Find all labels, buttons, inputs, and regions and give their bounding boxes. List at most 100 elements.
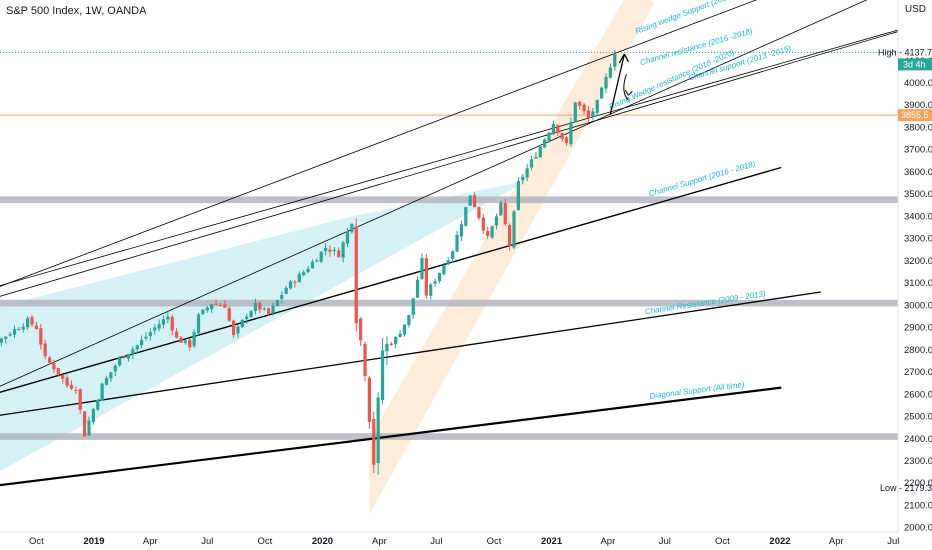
candle[interactable] bbox=[446, 257, 450, 266]
candle[interactable] bbox=[363, 341, 367, 382]
candle[interactable] bbox=[262, 306, 266, 312]
candle[interactable] bbox=[139, 335, 144, 349]
candle[interactable] bbox=[253, 298, 258, 315]
candle[interactable] bbox=[21, 323, 25, 333]
candle[interactable] bbox=[323, 243, 328, 256]
candle[interactable] bbox=[464, 207, 468, 227]
candle[interactable] bbox=[280, 291, 284, 304]
candle[interactable] bbox=[547, 131, 551, 143]
candle[interactable] bbox=[433, 278, 437, 287]
candle[interactable] bbox=[39, 323, 43, 350]
candle[interactable] bbox=[389, 341, 393, 346]
trendline-5[interactable] bbox=[0, 291, 821, 421]
candle[interactable] bbox=[595, 99, 599, 117]
candle[interactable] bbox=[508, 223, 512, 251]
candle[interactable] bbox=[61, 374, 65, 384]
candle[interactable] bbox=[337, 247, 341, 258]
candle[interactable] bbox=[407, 314, 411, 328]
candle[interactable] bbox=[468, 195, 472, 206]
candle[interactable] bbox=[52, 359, 56, 374]
candle[interactable] bbox=[543, 138, 547, 149]
candle[interactable] bbox=[249, 309, 253, 318]
candle[interactable] bbox=[591, 107, 595, 121]
candle[interactable] bbox=[525, 164, 529, 182]
candle[interactable] bbox=[210, 303, 214, 313]
candle[interactable] bbox=[271, 302, 275, 316]
candle[interactable] bbox=[30, 314, 34, 327]
candle[interactable] bbox=[512, 209, 516, 250]
candle[interactable] bbox=[385, 336, 389, 366]
price-axis[interactable]: 2000.0 2100.0 2200.0 2300.0 2400.0 2500.0 2600… bbox=[904, 0, 932, 534]
candle[interactable] bbox=[613, 50, 617, 71]
candle[interactable] bbox=[560, 132, 564, 142]
candle[interactable] bbox=[148, 328, 152, 341]
candle[interactable] bbox=[354, 218, 358, 332]
candle[interactable] bbox=[161, 315, 166, 329]
candle[interactable] bbox=[372, 411, 376, 474]
candle[interactable] bbox=[91, 407, 95, 425]
candle[interactable] bbox=[359, 317, 363, 347]
candle[interactable] bbox=[223, 300, 227, 308]
candle[interactable] bbox=[481, 214, 485, 234]
candle[interactable] bbox=[96, 398, 100, 412]
candle[interactable] bbox=[214, 299, 218, 306]
candle[interactable] bbox=[394, 335, 398, 348]
candle[interactable] bbox=[302, 269, 306, 277]
candle[interactable] bbox=[275, 299, 279, 307]
candle[interactable] bbox=[578, 100, 582, 110]
time-axis[interactable]: Oct 2019 Apr Jul Oct 2020 Apr Jul Oct 2021 Apr Jul O… bbox=[29, 536, 899, 547]
trendline-3[interactable] bbox=[0, 0, 900, 403]
candle[interactable] bbox=[8, 332, 12, 337]
candle[interactable] bbox=[402, 324, 407, 337]
candle[interactable] bbox=[455, 230, 459, 253]
candle[interactable] bbox=[104, 375, 109, 386]
candle[interactable] bbox=[420, 253, 424, 281]
candle[interactable] bbox=[503, 199, 507, 226]
trendline-0[interactable] bbox=[0, 0, 900, 301]
candle[interactable] bbox=[109, 372, 113, 382]
candle[interactable] bbox=[231, 319, 236, 339]
candle[interactable] bbox=[43, 339, 47, 360]
candle[interactable] bbox=[83, 411, 87, 437]
trendline-4[interactable] bbox=[0, 166, 782, 403]
candle[interactable] bbox=[0, 337, 3, 347]
candle[interactable] bbox=[267, 307, 271, 316]
candle[interactable] bbox=[472, 192, 477, 208]
candle[interactable] bbox=[87, 416, 91, 437]
candle[interactable] bbox=[604, 73, 608, 94]
candle[interactable] bbox=[297, 271, 301, 283]
candle[interactable] bbox=[398, 329, 402, 338]
candle[interactable] bbox=[582, 102, 586, 115]
candle[interactable] bbox=[477, 206, 481, 221]
candle[interactable] bbox=[56, 367, 60, 377]
candle[interactable] bbox=[345, 227, 350, 247]
candle[interactable] bbox=[12, 325, 17, 338]
candle[interactable] bbox=[442, 262, 446, 276]
candle[interactable] bbox=[69, 380, 74, 391]
trendline-1[interactable] bbox=[0, 29, 900, 296]
candle[interactable] bbox=[26, 315, 30, 330]
candle[interactable] bbox=[236, 324, 240, 339]
candle[interactable] bbox=[332, 246, 336, 256]
candle[interactable] bbox=[306, 265, 310, 274]
candle[interactable] bbox=[258, 301, 262, 314]
candle[interactable] bbox=[166, 312, 170, 323]
candle[interactable] bbox=[126, 353, 131, 362]
candle[interactable] bbox=[118, 356, 122, 368]
candle[interactable] bbox=[179, 336, 183, 343]
candle[interactable] bbox=[415, 276, 420, 299]
candle[interactable] bbox=[65, 374, 69, 389]
candle[interactable] bbox=[608, 63, 612, 79]
candle[interactable] bbox=[17, 326, 21, 331]
candle[interactable] bbox=[451, 250, 455, 263]
candle[interactable] bbox=[556, 124, 560, 137]
trendline-6[interactable] bbox=[0, 386, 782, 490]
candle[interactable] bbox=[310, 259, 315, 269]
candle[interactable] bbox=[205, 305, 209, 313]
candle[interactable] bbox=[459, 220, 464, 241]
candle[interactable] bbox=[315, 258, 319, 262]
candle[interactable] bbox=[284, 285, 288, 295]
candle[interactable] bbox=[122, 355, 126, 359]
candle[interactable] bbox=[319, 251, 323, 264]
